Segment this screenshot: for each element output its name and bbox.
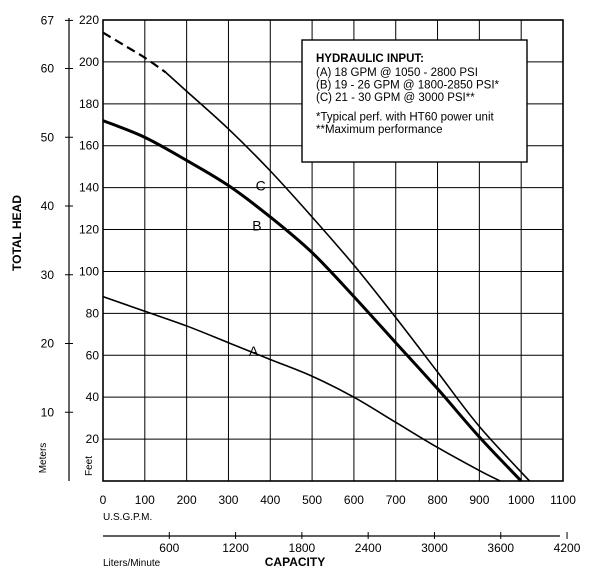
plot-border xyxy=(102,19,564,482)
series-C-extrapolated xyxy=(102,31,167,74)
y-tick-label: 120 xyxy=(79,223,99,237)
legend: HYDRAULIC INPUT: (A) 18 GPM @ 1050 - 2800… xyxy=(301,39,528,163)
secondary-y-tick-label: 67 xyxy=(41,13,55,27)
secondary-x-tick-label: 1800 xyxy=(289,541,316,555)
y-tick-label: 60 xyxy=(86,348,100,362)
secondary-x-tick-label: 4200 xyxy=(554,541,581,555)
x-tick-label: 900 xyxy=(469,493,489,507)
legend-line: *Typical perf. with HT60 power unit xyxy=(316,112,494,124)
series-A-line xyxy=(102,295,501,482)
secondary-y-tick-label: 50 xyxy=(41,130,55,144)
x-axis-title: CAPACITY xyxy=(265,555,325,569)
y-tick-label: 200 xyxy=(79,55,99,69)
x-tick-label: 0 xyxy=(100,493,107,507)
y-tick-label: 160 xyxy=(79,139,99,153)
x-tick-label: 700 xyxy=(386,493,406,507)
legend-line: (C) 21 - 30 GPM @ 3000 PSI** xyxy=(316,92,475,104)
y-tick-label: 20 xyxy=(86,432,100,446)
y-tick-label: 100 xyxy=(79,264,99,278)
series-label-C: C xyxy=(256,178,266,194)
y-tick-label: 80 xyxy=(86,306,100,320)
series-B-line xyxy=(102,119,523,483)
y-unit-label: Feet xyxy=(84,456,95,476)
y-axis-title: TOTAL HEAD xyxy=(10,195,24,271)
series-C-line xyxy=(165,71,531,482)
y-tick-label: 40 xyxy=(86,390,100,404)
secondary-x-tick-label: 600 xyxy=(159,541,179,555)
x-tick-label: 1100 xyxy=(550,493,576,507)
secondary-x-tick-label: 2400 xyxy=(355,541,382,555)
x-tick-label: 200 xyxy=(177,493,197,507)
secondary-y-unit-label: Meters xyxy=(38,443,49,474)
secondary-x-tick-label: 1200 xyxy=(222,541,249,555)
secondary-y-tick-label: 10 xyxy=(41,405,55,419)
x-tick-label: 300 xyxy=(218,493,238,507)
labels: 0 100 200 300 400 500 600 700 800 900 1000 1100 U.S.… xyxy=(10,13,581,569)
x-tick-label: 400 xyxy=(260,493,280,507)
x-unit-label: U.S.G.P.M. xyxy=(103,512,152,523)
x-tick-label: 500 xyxy=(302,493,322,507)
legend-box xyxy=(301,39,528,163)
legend-title: HYDRAULIC INPUT: xyxy=(316,53,424,65)
legend-line: (A) 18 GPM @ 1050 - 2800 PSI xyxy=(316,67,478,79)
secondary-x-tick-label: 3600 xyxy=(487,541,514,555)
x-tick-label: 100 xyxy=(135,493,155,507)
secondary-y-tick-label: 60 xyxy=(41,62,55,76)
legend-line: **Maximum performance xyxy=(316,124,443,136)
secondary-y-tick-label: 30 xyxy=(41,268,55,282)
x-tick-label: 1000 xyxy=(508,493,535,507)
series-label-A: A xyxy=(249,343,259,359)
secondary-x-tick-label: 3000 xyxy=(421,541,448,555)
series-label-B: B xyxy=(252,217,261,233)
secondary-y-tick-label: 40 xyxy=(41,199,55,213)
axes xyxy=(65,18,568,539)
y-tick-label: 180 xyxy=(79,97,99,111)
y-tick-label: 220 xyxy=(79,13,99,27)
secondary-y-tick-label: 20 xyxy=(41,337,55,351)
x-tick-label: 600 xyxy=(344,493,364,507)
secondary-x-unit-label: Liters/Minute xyxy=(103,558,161,569)
legend-line: (B) 19 - 26 GPM @ 1800-2850 PSI* xyxy=(316,80,500,92)
x-tick-label: 800 xyxy=(428,493,448,507)
curves xyxy=(102,31,531,483)
y-tick-label: 140 xyxy=(79,181,99,195)
